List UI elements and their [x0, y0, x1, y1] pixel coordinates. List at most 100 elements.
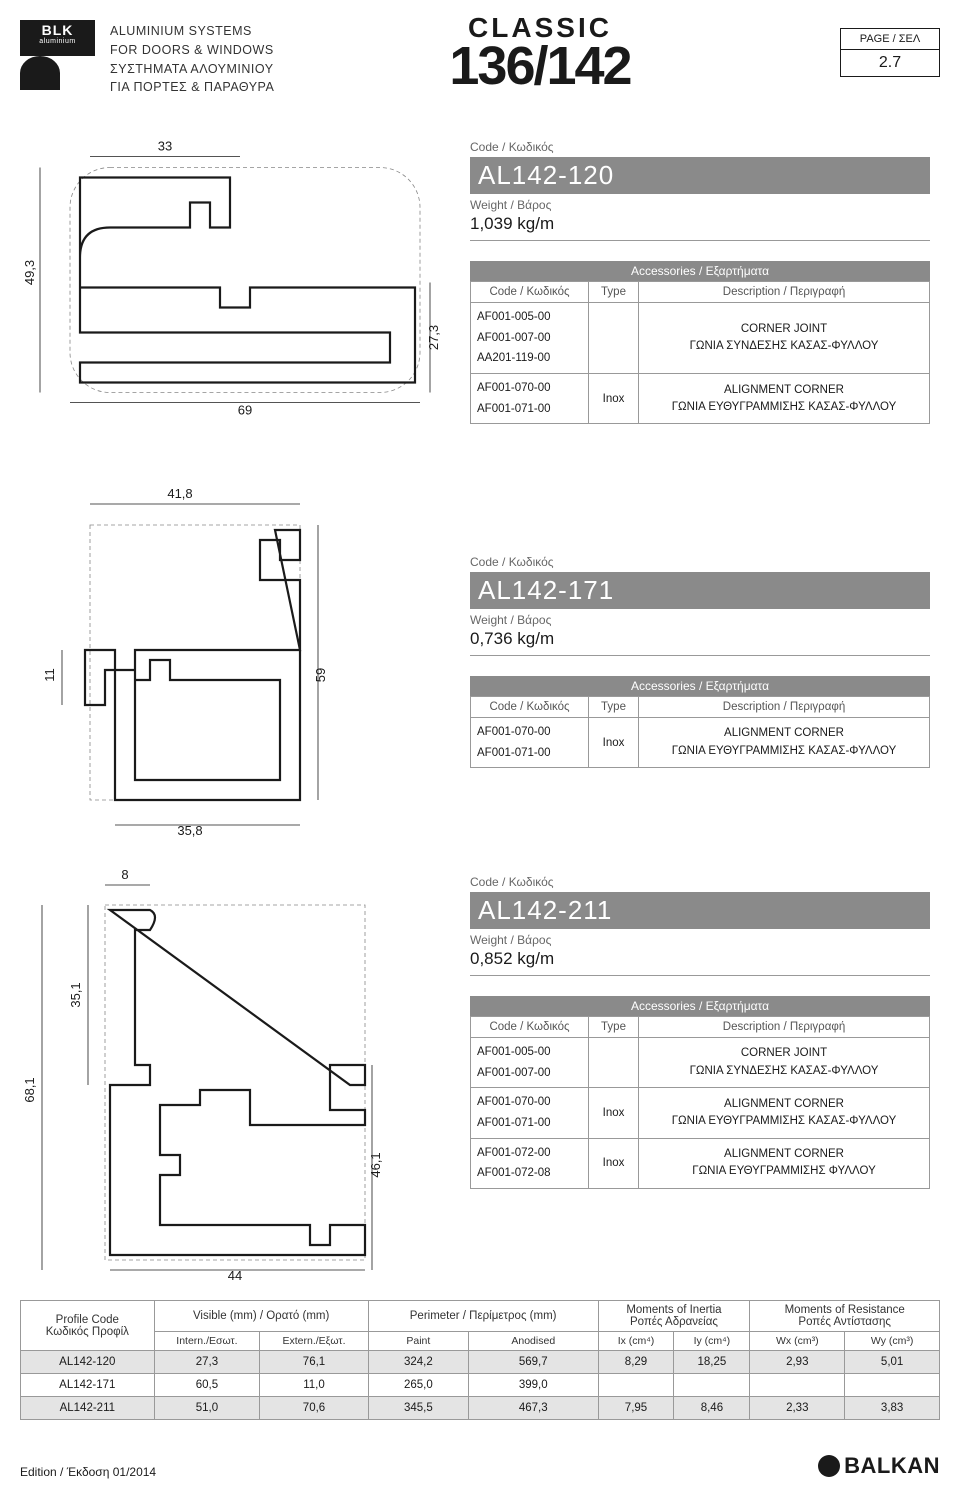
acc-type: [589, 1038, 639, 1088]
product-block-1: Code / Κωδικός AL142-120 Weight / Βάρος …: [470, 140, 930, 424]
cell: 324,2: [368, 1351, 468, 1374]
th-extern: Extern./Εξωτ.: [260, 1332, 368, 1351]
page-indicator: PAGE / ΣΕΛ 2.7: [840, 28, 940, 77]
specifications-table: Profile CodeΚωδικός Προφίλ Visible (mm) …: [20, 1300, 940, 1420]
cell: 8,46: [674, 1397, 750, 1420]
cell: 60,5: [154, 1374, 260, 1397]
product-block-3: Code / Κωδικός AL142-211 Weight / Βάρος …: [470, 875, 930, 1189]
accessories-table-1: Accessories / Εξαρτήματα Code / Κωδικός …: [470, 261, 930, 424]
weight-value: 1,039 kg/m: [470, 214, 930, 241]
acc-code: AF001-071-00: [477, 1113, 582, 1134]
weight-label: Weight / Βάρος: [470, 613, 930, 627]
th-anodised: Anodised: [469, 1332, 599, 1351]
brand-top: BLK: [20, 22, 95, 38]
cell: 7,95: [598, 1397, 674, 1420]
cell: 399,0: [469, 1374, 599, 1397]
edition-text: Edition / Έκδοση 01/2014: [20, 1465, 156, 1479]
th-inertia-gr: Ροπές Αδρανείας: [630, 1316, 718, 1328]
bird-icon: [20, 56, 60, 90]
acc-code: AF001-005-00: [477, 307, 582, 328]
acc-desc-gr: ΓΩΝΙΑ ΕΥΘΥΓΡΑΜΜΙΣΗΣ ΦΥΛΛΟΥ: [645, 1163, 923, 1180]
tag-en2: FOR DOORS & WINDOWS: [110, 41, 274, 60]
header-tagline: ALUMINIUM SYSTEMS FOR DOORS & WINDOWS ΣΥ…: [110, 22, 274, 97]
page-footer: Edition / Έκδοση 01/2014 BALKAN: [20, 1453, 940, 1479]
cell: [845, 1374, 940, 1397]
product-code: AL142-211: [470, 892, 930, 929]
acc-desc-gr: ΓΩΝΙΑ ΣΥΝΔΕΣΗΣ ΚΑΣΑΣ-ΦΥΛΛΟΥ: [645, 338, 923, 355]
th-resistance-gr: Ροπές Αντίστασης: [798, 1316, 891, 1328]
accessories-header: Accessories / Εξαρτήματα: [470, 676, 930, 696]
acc-desc-en: ALIGNMENT CORNER: [645, 382, 923, 399]
acc-code: AF001-070-00: [477, 378, 582, 399]
cell: 5,01: [845, 1351, 940, 1374]
th-wx: Wx (cm³): [750, 1332, 845, 1351]
profile-drawing-2: 41,8 11 59 35,8: [40, 480, 340, 850]
th-ix: Ix (cm⁴): [598, 1332, 674, 1351]
code-label: Code / Κωδικός: [470, 875, 930, 889]
dim: 68,1: [22, 1077, 37, 1102]
profile-drawing-3: 8 68,1 35,1 46,1 44: [20, 865, 400, 1285]
th-iy: Iy (cm⁴): [674, 1332, 750, 1351]
tag-gr1: ΣΥΣΤΗΜΑΤΑ ΑΛΟΥΜΙΝΙΟΥ: [110, 60, 274, 79]
company-logo: BALKAN: [818, 1453, 940, 1479]
cell: 11,0: [260, 1374, 368, 1397]
cell: 70,6: [260, 1397, 368, 1420]
page-label: PAGE / ΣΕΛ: [841, 29, 939, 50]
acc-code: AF001-007-00: [477, 1063, 582, 1084]
table-row: AF001-072-00 AF001-072-08 Inox ALIGNMENT…: [471, 1138, 930, 1188]
weight-value: 0,736 kg/m: [470, 629, 930, 656]
th-type: Type: [589, 282, 639, 303]
th-desc: Description / Περιγραφή: [639, 697, 930, 718]
acc-desc-en: ALIGNMENT CORNER: [645, 1096, 923, 1113]
dim: 35,1: [68, 982, 83, 1007]
th-perimeter: Perimeter / Περίμετρος (mm): [368, 1301, 598, 1332]
weight-label: Weight / Βάρος: [470, 933, 930, 947]
globe-icon: [818, 1455, 840, 1477]
cell: 27,3: [154, 1351, 260, 1374]
cell: [674, 1374, 750, 1397]
table-row: AF001-005-00 AF001-007-00 AA201-119-00 C…: [471, 303, 930, 374]
cell: 51,0: [154, 1397, 260, 1420]
th-profile: Profile Code: [56, 1314, 119, 1326]
th-visible: Visible (mm) / Ορατό (mm): [154, 1301, 368, 1332]
acc-desc-en: CORNER JOINT: [645, 1045, 923, 1062]
cell: 76,1: [260, 1351, 368, 1374]
acc-code: AF001-072-08: [477, 1163, 582, 1184]
acc-desc-gr: ΓΩΝΙΑ ΣΥΝΔΕΣΗΣ ΚΑΣΑΣ-ΦΥΛΛΟΥ: [645, 1063, 923, 1080]
cell: AL142-211: [21, 1397, 155, 1420]
accessories-header: Accessories / Εξαρτήματα: [470, 261, 930, 281]
cell: 3,83: [845, 1397, 940, 1420]
table-row: AF001-005-00 AF001-007-00 CORNER JOINT Γ…: [471, 1038, 930, 1088]
cell: 18,25: [674, 1351, 750, 1374]
cell: AL142-171: [21, 1374, 155, 1397]
th-code: Code / Κωδικός: [471, 1017, 589, 1038]
th-paint: Paint: [368, 1332, 468, 1351]
series-title: CLASSIC 136/142: [380, 12, 700, 90]
acc-desc-gr: ΓΩΝΙΑ ΕΥΘΥΓΡΑΜΜΙΣΗΣ ΚΑΣΑΣ-ΦΥΛΛΟΥ: [645, 1113, 923, 1130]
table-row: AF001-070-00 AF001-071-00 Inox ALIGNMENT…: [471, 718, 930, 768]
brand-logo: BLK aluminium: [20, 20, 95, 90]
series-number: 136/142: [380, 44, 700, 90]
acc-type: Inox: [589, 1138, 639, 1188]
code-label: Code / Κωδικός: [470, 555, 930, 569]
dim: 27,3: [426, 325, 441, 350]
acc-type: Inox: [589, 374, 639, 424]
acc-desc-gr: ΓΩΝΙΑ ΕΥΘΥΓΡΑΜΜΙΣΗΣ ΚΑΣΑΣ-ΦΥΛΛΟΥ: [645, 743, 923, 760]
cell: 467,3: [469, 1397, 599, 1420]
cell: 2,33: [750, 1397, 845, 1420]
cell: 265,0: [368, 1374, 468, 1397]
th-code: Code / Κωδικός: [471, 282, 589, 303]
accessories-table-3: Accessories / Εξαρτήματα Code / Κωδικός …: [470, 996, 930, 1189]
acc-code: AA201-119-00: [477, 348, 582, 369]
profile-drawing-1: 33 49,3 27,3 69: [20, 130, 450, 425]
table-row: AF001-070-00 AF001-071-00 Inox ALIGNMENT…: [471, 1088, 930, 1138]
th-desc: Description / Περιγραφή: [639, 1017, 930, 1038]
table-row: AL142-211 51,0 70,6 345,5 467,3 7,95 8,4…: [21, 1397, 940, 1420]
dim: 49,3: [22, 260, 37, 285]
cell: AL142-120: [21, 1351, 155, 1374]
cell: [598, 1374, 674, 1397]
cell: 569,7: [469, 1351, 599, 1374]
cell: 345,5: [368, 1397, 468, 1420]
tag-en1: ALUMINIUM SYSTEMS: [110, 22, 274, 41]
acc-desc-gr: ΓΩΝΙΑ ΕΥΘΥΓΡΑΜΜΙΣΗΣ ΚΑΣΑΣ-ΦΥΛΛΟΥ: [645, 399, 923, 416]
